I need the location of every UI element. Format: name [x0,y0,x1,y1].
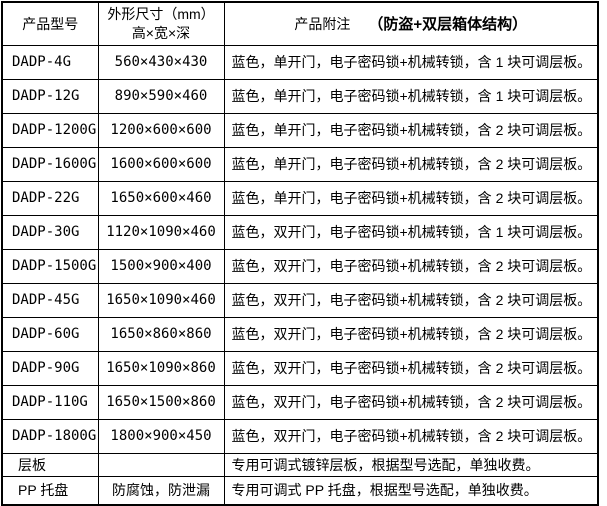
table-header-row: 产品型号 外形尺寸（mm） 高×宽×深 产品附注 （防盗+双层箱体结构） [1,1,599,46]
model-cell: DADP-1600G [1,146,99,182]
table-row: PP 托盘 防腐蚀，防泄漏 专用可调式 PP 托盘，根据型号选配，单独收费。 [1,475,599,506]
size-cell: 1500×900×400 [97,248,225,284]
model-cell: PP 托盘 [1,475,99,506]
model-cell: DADP-12G [1,78,99,114]
table-row: 层板 专用可调式镀锌层板，根据型号选配，单独收费。 [1,452,599,477]
note-cell: 蓝色，双开门，电子密码锁+机械转锁，含 1 块可调层板。 [223,214,599,250]
table-row: DADP-1200G 1200×600×600 蓝色，单开门，电子密码锁+机械转锁，… [1,112,599,148]
size-cell: 890×590×460 [97,78,225,114]
table-row: DADP-30G 1120×1090×460 蓝色，双开门，电子密码锁+机械转锁，含… [1,214,599,250]
size-cell: 1120×1090×460 [97,214,225,250]
model-cell: 层板 [1,452,99,477]
note-cell: 蓝色，单开门，电子密码锁+机械转锁，含 1 块可调层板。 [223,78,599,114]
size-cell: 1650×1500×860 [97,384,225,420]
table-row: DADP-60G 1650×860×860 蓝色，双开门，电子密码锁+机械转锁，含 … [1,316,599,352]
note-cell: 蓝色，双开门，电子密码锁+机械转锁，含 2 块可调层板。 [223,282,599,318]
note-cell: 专用可调式 PP 托盘，根据型号选配，单独收费。 [223,475,599,506]
header-size-line1: 外形尺寸（mm） [107,5,215,22]
note-cell: 专用可调式镀锌层板，根据型号选配，单独收费。 [223,452,599,477]
header-notes-subtitle: （防盗+双层箱体结构） [368,16,528,34]
size-cell: 560×430×430 [97,44,225,80]
note-cell: 蓝色，单开门，电子密码锁+机械转锁，含 2 块可调层板。 [223,146,599,182]
size-cell: 1650×600×460 [97,180,225,216]
model-cell: DADP-45G [1,282,99,318]
table-row: DADP-45G 1650×1090×460 蓝色，双开门，电子密码锁+机械转锁，含… [1,282,599,318]
size-cell: 1650×1090×460 [97,282,225,318]
size-cell: 1650×1090×860 [97,350,225,386]
size-cell: 1600×600×600 [97,146,225,182]
model-cell: DADP-110G [1,384,99,420]
table-row: DADP-12G 890×590×460 蓝色，单开门，电子密码锁+机械转锁，含 1… [1,78,599,114]
note-cell: 蓝色，双开门，电子密码锁+机械转锁，含 2 块可调层板。 [223,418,599,454]
header-size: 外形尺寸（mm） 高×宽×深 [97,1,225,46]
note-cell: 蓝色，双开门，电子密码锁+机械转锁，含 2 块可调层板。 [223,316,599,352]
header-notes-title: 产品附注 [294,16,351,33]
note-cell: 蓝色，单开门，电子密码锁+机械转锁，含 1 块可调层板。 [223,44,599,80]
table-row: DADP-90G 1650×1090×860 蓝色，双开门，电子密码锁+机械转锁，含… [1,350,599,386]
model-cell: DADP-1500G [1,248,99,284]
note-cell: 蓝色，单开门，电子密码锁+机械转锁，含 2 块可调层板。 [223,180,599,216]
note-cell: 蓝色，双开门，电子密码锁+机械转锁，含 2 块可调层板。 [223,384,599,420]
header-model: 产品型号 [1,1,99,46]
table-row: DADP-1800G 1800×900×450 蓝色，双开门，电子密码锁+机械转锁，… [1,418,599,454]
table-row: DADP-22G 1650×600×460 蓝色，单开门，电子密码锁+机械转锁，含 … [1,180,599,216]
table-row: DADP-1500G 1500×900×400 蓝色，双开门，电子密码锁+机械转锁，… [1,248,599,284]
note-cell: 蓝色，双开门，电子密码锁+机械转锁，含 2 块可调层板。 [223,350,599,386]
size-cell: 防腐蚀，防泄漏 [97,475,225,506]
header-size-line2: 高×宽×深 [131,24,191,41]
table-row: DADP-110G 1650×1500×860 蓝色，双开门，电子密码锁+机械转锁，… [1,384,599,420]
header-notes: 产品附注 （防盗+双层箱体结构） [223,1,599,46]
model-cell: DADP-22G [1,180,99,216]
model-cell: DADP-4G [1,44,99,80]
size-cell: 1800×900×450 [97,418,225,454]
model-cell: DADP-1800G [1,418,99,454]
model-cell: DADP-30G [1,214,99,250]
size-cell: 1200×600×600 [97,112,225,148]
model-cell: DADP-1200G [1,112,99,148]
size-cell [97,452,225,477]
size-cell: 1650×860×860 [97,316,225,352]
note-cell: 蓝色，单开门，电子密码锁+机械转锁，含 2 块可调层板。 [223,112,599,148]
model-cell: DADP-90G [1,350,99,386]
note-cell: 蓝色，双开门，电子密码锁+机械转锁，含 2 块可调层板。 [223,248,599,284]
table-row: DADP-1600G 1600×600×600 蓝色，单开门，电子密码锁+机械转锁，… [1,146,599,182]
table-row: DADP-4G 560×430×430 蓝色，单开门，电子密码锁+机械转锁，含 1 … [1,44,599,80]
model-cell: DADP-60G [1,316,99,352]
